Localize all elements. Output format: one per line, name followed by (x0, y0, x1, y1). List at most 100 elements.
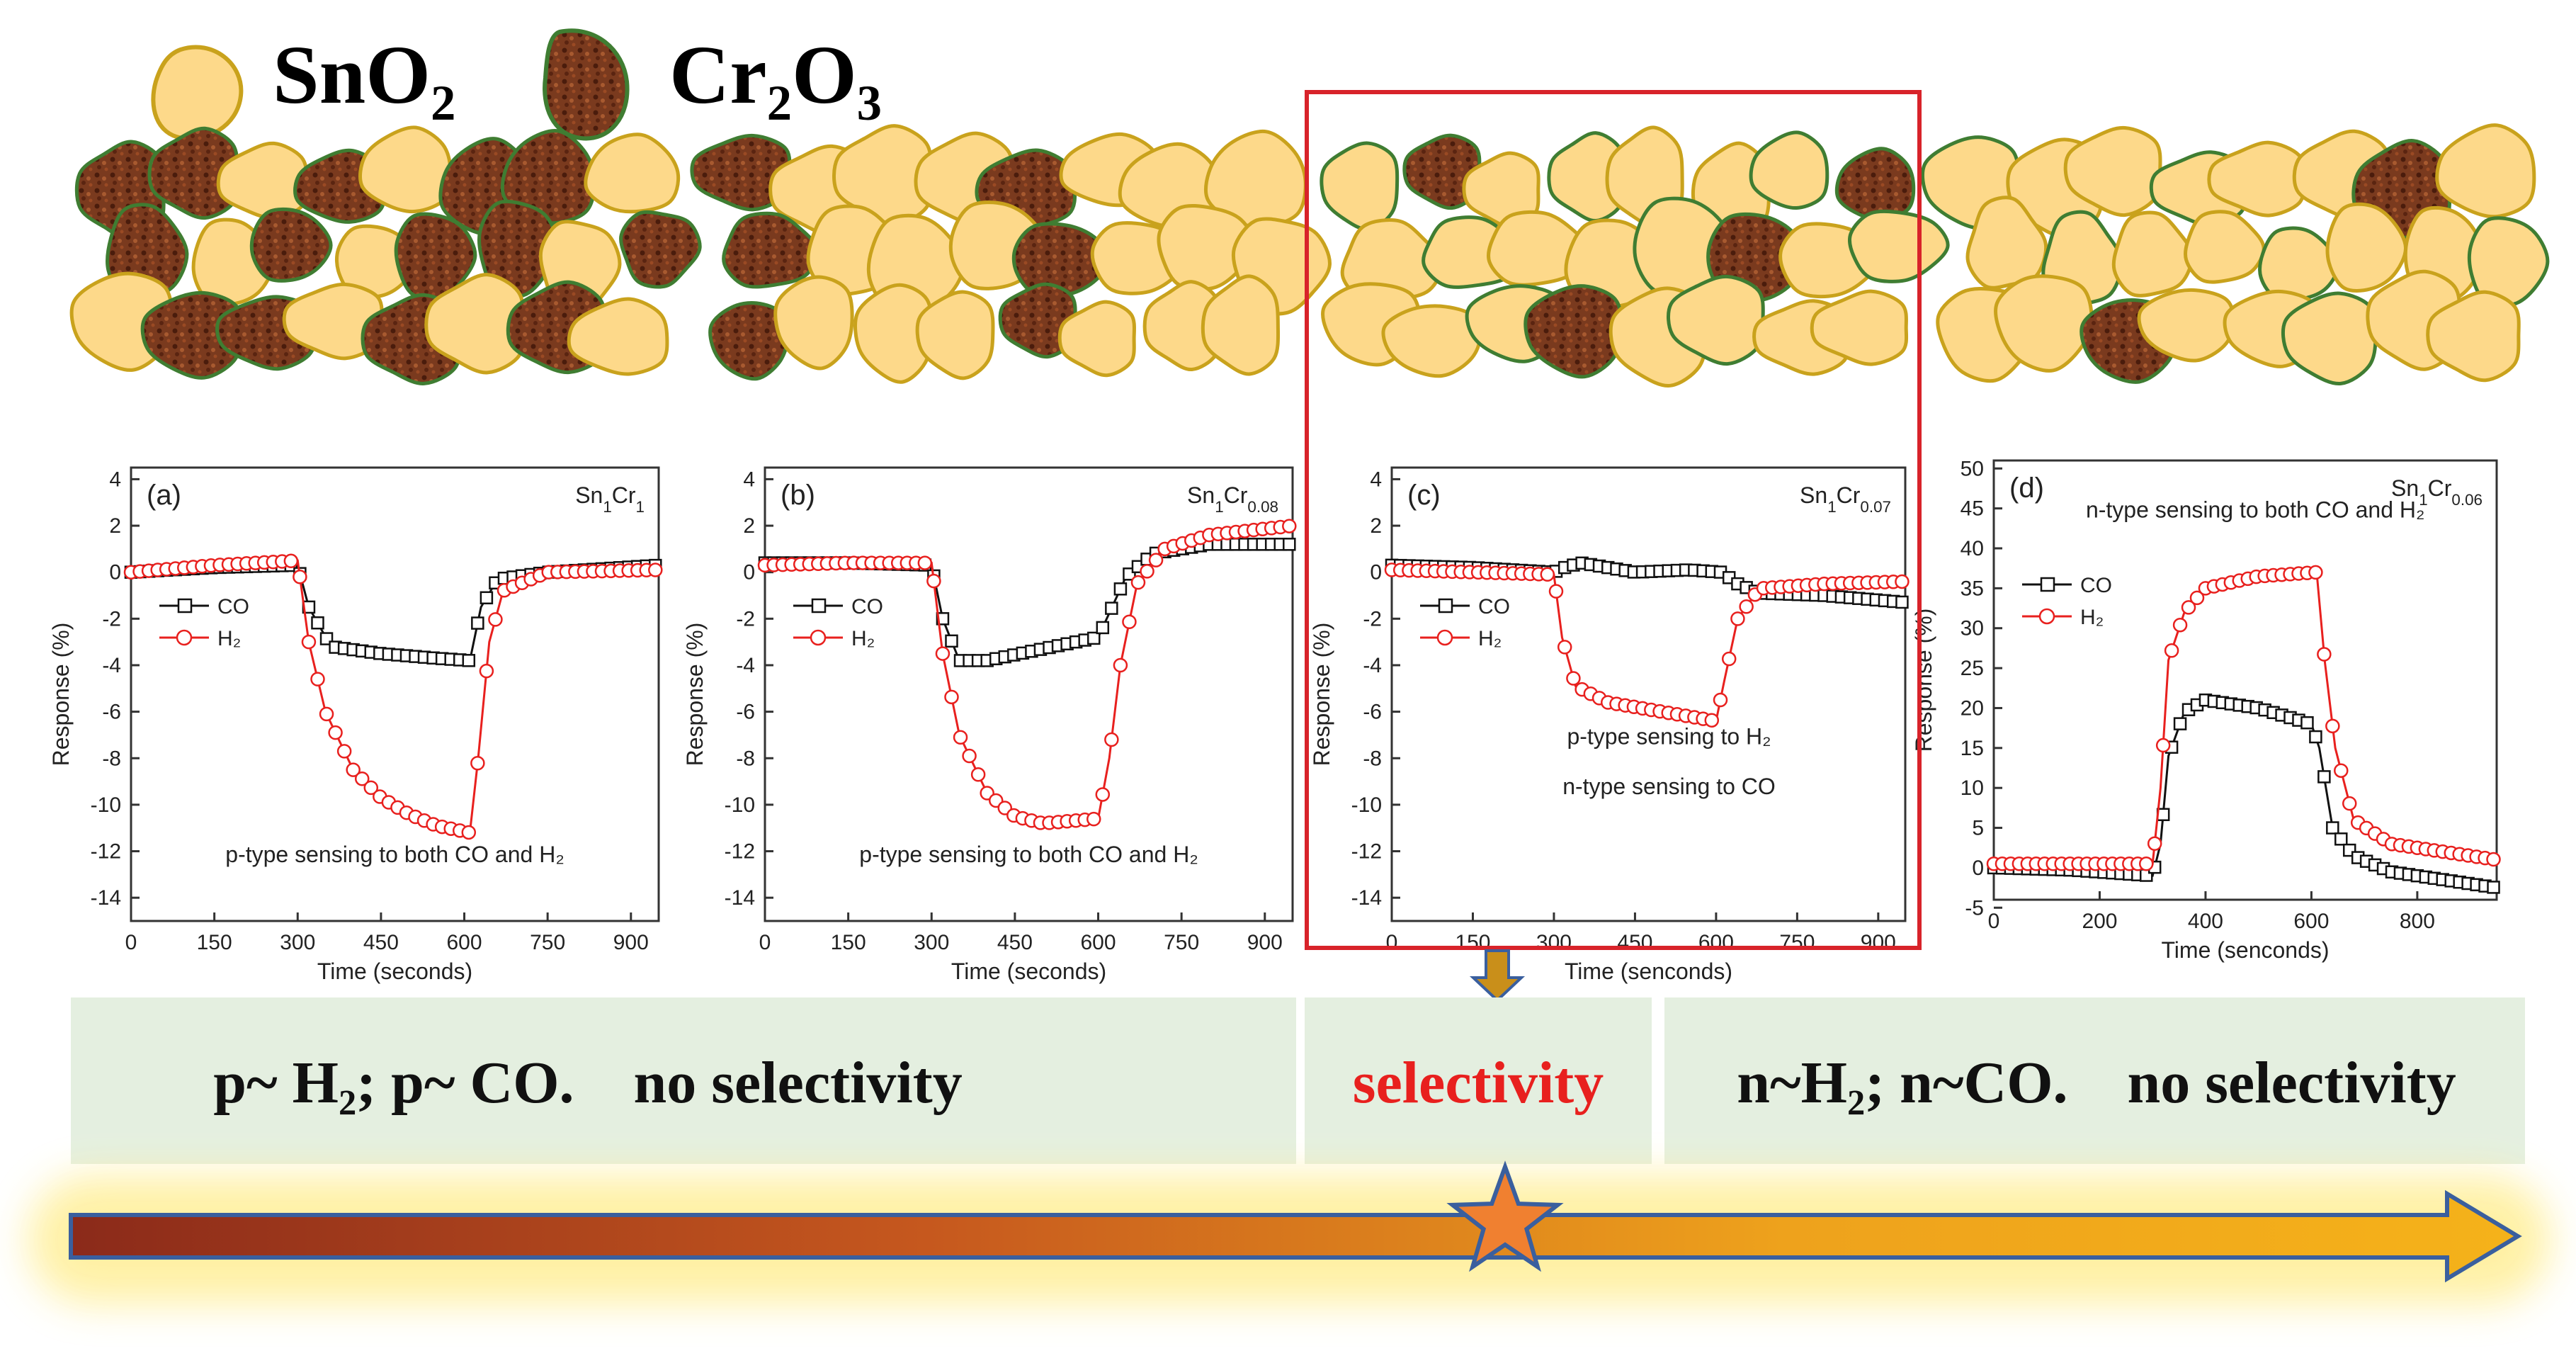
y-tick-label: -4 (736, 654, 755, 677)
sno2-grain (2137, 288, 2235, 363)
cr2o3-grain (500, 129, 596, 225)
co-marker (2334, 832, 2348, 846)
sno2-grain (1201, 274, 1281, 376)
h2-marker (470, 756, 485, 771)
h2-marker (461, 825, 477, 840)
sample-label: Sn1Cr0.06 (2391, 475, 2483, 509)
sno2-grain (1157, 203, 1256, 291)
x-tick-label: 200 (2082, 910, 2117, 933)
x-axis-label: Time (senconds) (1565, 959, 1732, 984)
x-tick-label: 0 (1988, 910, 2000, 933)
h2-marker (953, 730, 968, 745)
sno2-grain (1847, 209, 1950, 283)
h2-marker (363, 780, 379, 796)
sno2-grain (584, 132, 681, 214)
h2-marker (354, 771, 370, 786)
y-tick-label: -8 (1363, 747, 1382, 770)
y-tick-label: -2 (102, 607, 121, 631)
banner-background (71, 997, 1296, 1164)
y-tick-label: 0 (109, 561, 121, 584)
h2-marker (1721, 651, 1737, 667)
h2-marker (944, 689, 959, 705)
y-tick-label: -4 (102, 654, 121, 677)
panel-label: (c) (1407, 480, 1441, 511)
cr2o3-grain (619, 210, 702, 289)
y-tick-label: -2 (736, 607, 755, 631)
h2-marker (1113, 657, 1128, 673)
x-tick-label: 600 (1698, 931, 1734, 954)
sno2-grain-icon (151, 45, 244, 141)
legend-marker-co (811, 598, 827, 614)
x-tick-label: 900 (1861, 931, 1896, 954)
sno2-grain (567, 297, 669, 376)
h2-marker (479, 663, 494, 679)
y-axis-label: Response (%) (1309, 623, 1334, 767)
y-axis-label: Response (%) (1911, 609, 1936, 752)
grain-layer-2 (690, 124, 1332, 384)
x-tick-label: 400 (2188, 910, 2223, 933)
co-marker (462, 654, 476, 667)
co-marker (480, 591, 494, 605)
x-tick-label: 450 (1617, 931, 1652, 954)
h2-marker (962, 748, 977, 764)
y-tick-label: 30 (1961, 617, 1984, 640)
grain-layer-4 (1920, 123, 2550, 385)
panel-label: (d) (2009, 473, 2044, 504)
y-tick-label: 2 (109, 514, 121, 538)
h2-marker (2181, 600, 2196, 615)
co-marker (2326, 821, 2339, 835)
co-marker (471, 616, 484, 630)
plot-frame (130, 466, 660, 922)
cr2o3-label: Cr₂O₃ (669, 28, 882, 121)
h2-marker (293, 570, 307, 584)
sno2-grain (2111, 210, 2194, 298)
sno2-grain (2207, 140, 2305, 217)
h2-marker (1730, 611, 1745, 626)
cr2o3-grain (998, 282, 1077, 359)
co-marker (936, 612, 950, 626)
legend-label: CO (2080, 574, 2112, 597)
cr2o3-grain (722, 211, 821, 289)
h2-marker (328, 725, 343, 740)
sno2-grain (2467, 216, 2550, 308)
h2-marker (970, 767, 986, 782)
co-marker (945, 634, 958, 648)
legend-sno2: SnO₂ (151, 28, 455, 141)
h2-marker (1140, 564, 1154, 579)
h2-marker (917, 555, 933, 570)
sno2-label: SnO₂ (273, 28, 455, 121)
legend-cr2o3: Cr₂O₃ (543, 28, 882, 141)
h2-marker (2342, 796, 2357, 811)
sno2-grain (2184, 210, 2266, 284)
x-tick-label: 800 (2400, 910, 2435, 933)
h2-marker (1895, 574, 1910, 589)
h2-marker (2486, 852, 2501, 867)
x-tick-label: 450 (997, 931, 1033, 954)
panel-label: (b) (781, 480, 815, 511)
progression-arrow (69, 1189, 2522, 1283)
grain-layer-1 (69, 125, 702, 385)
h2-marker (319, 706, 334, 722)
x-tick-label: 300 (914, 931, 949, 954)
h2-marker (1566, 671, 1581, 686)
chart-panel-2: 0 150 300 450 600 750 900 4 2 0 -2 -4 -6 -8 -10 -12 -14 T… (682, 466, 1297, 984)
y-axis-label: Response (%) (682, 623, 708, 767)
y-tick-label: -14 (91, 886, 121, 910)
legend-label: CO (851, 595, 883, 618)
co-marker (1096, 621, 1110, 635)
y-tick-label: -2 (1363, 607, 1382, 631)
co-marker (1113, 582, 1128, 596)
sno2-grain (1994, 274, 2094, 373)
legend-marker-co (177, 598, 193, 614)
y-tick-label: -8 (736, 747, 755, 770)
x-tick-label: 150 (831, 931, 866, 954)
sno2-grain (2063, 125, 2162, 217)
co-marker (1895, 595, 1909, 609)
x-axis-label: Time (seconds) (317, 959, 472, 984)
y-tick-label: -12 (1351, 840, 1382, 864)
legend-marker-co (1438, 598, 1453, 614)
chart-annotation: n-type sensing to CO (1562, 774, 1776, 799)
sno2-grain (2435, 123, 2536, 219)
y-tick-label: 15 (1961, 737, 1984, 760)
y-tick-label: 4 (743, 468, 755, 491)
